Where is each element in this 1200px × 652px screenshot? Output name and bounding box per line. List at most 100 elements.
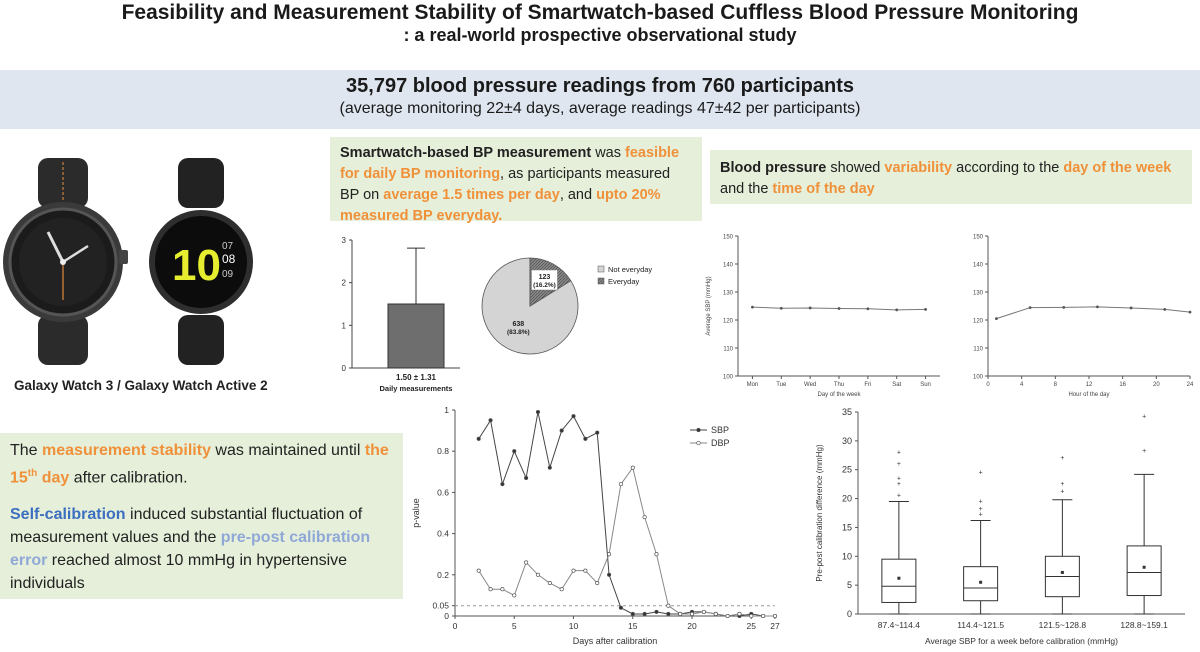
- hod-x-tick-label: 4: [1020, 382, 1024, 388]
- pval-point-dbp: [595, 580, 600, 586]
- everyday-measurement-pie-chart: 638(83.8%) 123(16.2%) Not everyday Everyday: [481, 257, 652, 355]
- dow-y-tick-label: 120: [723, 319, 734, 325]
- stability-finding-box: The measurement stability was maintained…: [0, 433, 403, 599]
- pval-series-sbp: [478, 411, 775, 617]
- hod-y-tick-label: 140: [973, 263, 984, 269]
- pie-slice-pct: (16.2%): [533, 282, 556, 289]
- pval-point-dbp: [725, 613, 730, 619]
- pie-legend-swatch: [597, 265, 605, 273]
- box-outlier: +: [897, 481, 901, 488]
- hod-y-tick-label: 100: [973, 375, 984, 381]
- pval-point-sbp: [583, 436, 588, 441]
- galaxy-watch-active-2-icon: 10 07 08 09: [149, 158, 253, 365]
- stab-text-2a: Self-calibration: [10, 506, 126, 524]
- stab-text-1b: measurement stability: [42, 442, 211, 459]
- pval-point-dbp: [559, 587, 564, 592]
- watch-caption: Galaxy Watch 3 / Galaxy Watch Active 2: [14, 378, 268, 393]
- hod-point: [1188, 310, 1192, 314]
- stab-text-2b: induced substantial fluctuation of measu…: [10, 506, 363, 547]
- day-of-week-line-chart: 100 110 120 130 140 150 Mon Tue Wed Thu Fri Sat Sun A…: [706, 235, 940, 398]
- pval-point-dbp: [666, 603, 671, 608]
- banner-sub-text: (average monitoring 22±4 days, average r…: [339, 100, 861, 117]
- box-category-label: 128.8~159.1: [1120, 620, 1168, 630]
- pval-point-dbp: [749, 613, 754, 619]
- pval-legend-marker: [696, 440, 701, 446]
- box-iqr: [881, 558, 917, 603]
- feas-text-4: , as participants measured BP on: [340, 166, 671, 203]
- dow-point: [751, 305, 754, 309]
- pval-x-tick-label: 15: [628, 621, 638, 631]
- pval-point-dbp: [618, 482, 623, 487]
- pval-legend-label: DBP: [711, 438, 730, 448]
- box-mean-marker: [979, 580, 983, 584]
- box-y-tick-label: 35: [842, 407, 852, 417]
- pval-point-dbp: [583, 568, 588, 573]
- pval-point-sbp: [654, 609, 659, 614]
- box-y-tick-label: 25: [842, 465, 852, 475]
- hod-x-tick-label: 16: [1119, 382, 1126, 388]
- dow-x-tick-label: Mon: [747, 382, 759, 388]
- box-outlier: +: [897, 449, 901, 456]
- pie-legend-label: Everyday: [608, 277, 640, 286]
- pval-point-dbp: [476, 568, 481, 573]
- pval-point-sbp: [630, 611, 635, 616]
- var-text-3: variability: [884, 160, 953, 176]
- feas-text-6: , and: [559, 187, 597, 203]
- var-text-5: day of the week: [1063, 160, 1172, 176]
- feas-text-1: Smartwatch-based BP measurement: [340, 145, 592, 161]
- pval-point-sbp: [666, 611, 671, 616]
- box-outlier: +: [979, 506, 983, 513]
- box-mean-marker: [1060, 570, 1064, 574]
- hod-point: [1028, 306, 1032, 310]
- pval-legend-label: SBP: [711, 425, 729, 435]
- box-x-label: Average SBP for a week before calibratio…: [925, 636, 1118, 646]
- feas-text-3: feasible for daily BP monitoring: [340, 145, 680, 182]
- box-mean-marker: [897, 576, 901, 580]
- box-outlier: +: [979, 512, 983, 519]
- hod-x-tick-label: 0: [986, 382, 990, 388]
- dow-y-tick-label: 130: [723, 291, 734, 297]
- bar-y-tick-label: 1: [342, 321, 347, 330]
- stab-text-1g: after calibration.: [69, 469, 188, 487]
- pval-x-tick-label: 25: [747, 621, 757, 631]
- hod-point: [1096, 305, 1099, 309]
- box-y-label: Pre-post calibration difference (mmHg): [815, 444, 824, 582]
- dow-x-tick-label: Wed: [804, 382, 816, 388]
- pval-x-tick-label: 20: [687, 621, 697, 631]
- feasibility-finding-box: Smartwatch-based BP measurement was feas…: [330, 137, 702, 224]
- pie-legend-label: Not everyday: [608, 265, 652, 274]
- pval-y-label: p-value: [411, 498, 421, 528]
- summary-banner: 35,797 blood pressure readings from 760 …: [0, 70, 1200, 129]
- pval-point-dbp: [524, 560, 529, 565]
- active-time-text: 10: [172, 241, 221, 290]
- box-category-label: 114.4~121.5: [957, 620, 1004, 630]
- active-small-2: 08: [222, 252, 236, 266]
- hod-y-tick-label: 110: [973, 347, 983, 353]
- active-small-1: 07: [222, 241, 234, 252]
- stab-text-2c: pre-post calibration error: [10, 529, 371, 570]
- pval-point-dbp: [713, 611, 718, 616]
- pvalue-line-chart: 00.050.20.40.60.810 5 10 15 20 25 27p-valueDay…: [411, 405, 780, 646]
- pval-point-dbp: [701, 609, 706, 614]
- box-outlier: +: [1060, 455, 1064, 462]
- pval-y-tick-label: 0.4: [437, 529, 449, 539]
- dow-point: [895, 308, 899, 312]
- var-text-2: showed: [826, 160, 885, 176]
- pval-series-dbp: [478, 466, 775, 617]
- dow-x-tick-label: Tue: [776, 382, 787, 388]
- bar-x-label: Daily measurements: [380, 384, 453, 393]
- pval-point-sbp: [595, 430, 600, 435]
- dow-x-tick-label: Fri: [864, 382, 871, 388]
- pval-point-dbp: [571, 568, 576, 573]
- box-outlier: +: [979, 470, 983, 477]
- pval-point-dbp: [642, 515, 647, 520]
- calibration-difference-box-plot: 0 5 10 15 20 25 30 35 Pre-post calibration diffe…: [815, 407, 1185, 646]
- dow-point: [808, 306, 812, 310]
- pval-point-sbp: [476, 436, 481, 441]
- pval-point-sbp: [642, 611, 647, 616]
- box-outlier: +: [1142, 448, 1146, 455]
- pie-slice-label: 123: [539, 274, 551, 281]
- stab-text-2d: reached almost 10 mmHg in hypertensive i…: [10, 552, 348, 593]
- box-mean-marker: [1142, 565, 1146, 569]
- var-text-7: time of the day: [772, 181, 875, 197]
